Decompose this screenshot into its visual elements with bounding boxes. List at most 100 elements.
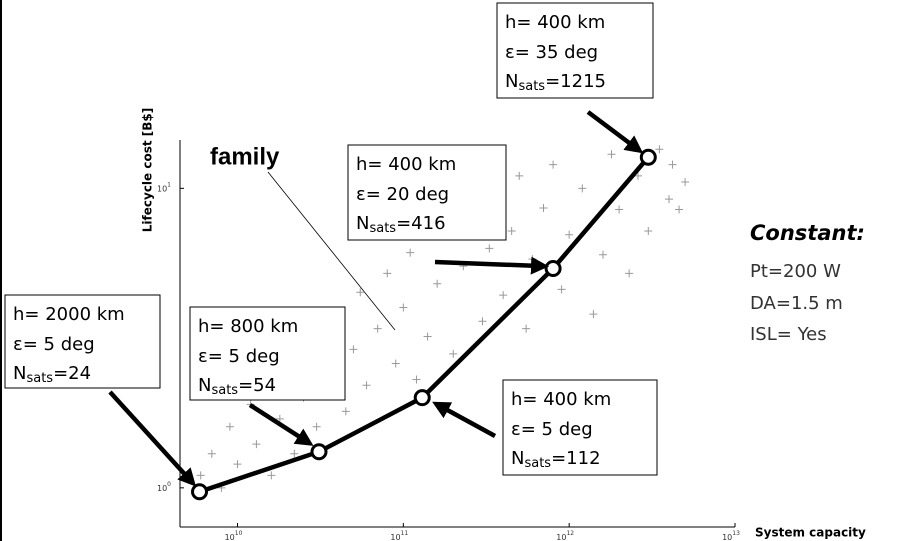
scatter-point xyxy=(625,269,634,278)
annotation-n: Nsats=54 xyxy=(198,375,276,398)
optimal-point xyxy=(639,148,657,166)
scatter-point xyxy=(423,332,432,341)
scatter-point xyxy=(373,324,382,333)
n-sub: sats xyxy=(211,383,238,398)
scatter-point xyxy=(485,244,494,253)
tick-exp: 10 xyxy=(235,530,243,537)
annotation-eps: ε= 5 deg xyxy=(13,334,95,355)
scatter-point xyxy=(557,285,566,294)
tick-exp: 11 xyxy=(401,530,409,537)
annotation-h: h= 2000 km xyxy=(13,304,125,325)
annotation-eps: ε= 35 deg xyxy=(505,42,598,63)
annotation-arrow xyxy=(432,401,497,438)
y-tick-label: 100 xyxy=(157,480,171,492)
tick-base: 10 xyxy=(157,184,167,193)
scatter-point xyxy=(633,171,642,180)
family-pointer xyxy=(267,171,396,331)
n-value: =54 xyxy=(238,375,276,396)
scatter-point xyxy=(233,460,242,469)
constants-title: Constant: xyxy=(750,221,865,245)
scatter-point xyxy=(252,440,261,449)
constant-line: ISL= Yes xyxy=(750,324,827,345)
annotation-n: Nsats=112 xyxy=(511,448,601,471)
scatter-point xyxy=(312,422,321,431)
scatter-point xyxy=(515,171,524,180)
optimal-point xyxy=(413,389,431,407)
tick-base: 10 xyxy=(722,533,732,541)
tick-base: 10 xyxy=(556,533,566,541)
tick-base: 10 xyxy=(157,483,167,492)
x-tick-label: 1010 xyxy=(225,530,243,541)
x-tick-label: 1013 xyxy=(722,530,740,541)
scatter-point xyxy=(681,177,690,186)
n-base: N xyxy=(505,71,518,92)
n-base: N xyxy=(13,363,26,384)
scatter-point xyxy=(607,150,616,159)
scatter-point xyxy=(391,359,400,368)
annotation-box xyxy=(502,379,658,476)
scatter-point xyxy=(499,291,508,300)
n-base: N xyxy=(356,213,369,234)
scatter-point xyxy=(522,324,531,333)
annotation-h: h= 400 km xyxy=(356,154,456,175)
n-value: =24 xyxy=(53,363,91,384)
annotation-n: Nsats=24 xyxy=(13,363,91,386)
scatter-point xyxy=(539,203,548,212)
scatter-point xyxy=(349,345,358,354)
scatter-point xyxy=(589,310,598,319)
scatter-point xyxy=(615,205,624,214)
n-value: =416 xyxy=(396,213,445,234)
scatter-point xyxy=(207,449,216,458)
x-axis-label: System capacity xyxy=(755,526,866,540)
scatter-point xyxy=(675,205,684,214)
n-value: =112 xyxy=(551,448,600,469)
annotation-eps: ε= 5 deg xyxy=(198,346,280,367)
scatter-point xyxy=(341,407,350,416)
x-tick-label: 1012 xyxy=(556,530,574,541)
n-base: N xyxy=(198,375,211,396)
n-sub: sats xyxy=(369,221,396,236)
annotation-box xyxy=(496,2,654,99)
annotation-arrow xyxy=(108,390,197,487)
tick-exp: 0 xyxy=(167,480,171,487)
annotation-n: Nsats=1215 xyxy=(505,71,606,94)
constant-line: DA=1.5 m xyxy=(750,293,843,314)
scatter-point xyxy=(478,317,487,326)
tick-base: 10 xyxy=(225,533,235,541)
scatter-point xyxy=(356,288,365,297)
n-sub: sats xyxy=(524,456,551,471)
scatter-point xyxy=(507,227,516,236)
scatter-point xyxy=(565,230,574,239)
scatter-point xyxy=(528,255,537,264)
annotation-arrow xyxy=(434,256,549,275)
y-axis-label: Lifecycle cost [B$] xyxy=(141,108,155,232)
annotation-eps: ε= 5 deg xyxy=(511,419,593,440)
scatter-point xyxy=(549,160,558,169)
scatter-point xyxy=(362,381,371,390)
scatter-point xyxy=(599,250,608,259)
tick-exp: 13 xyxy=(732,530,740,537)
annotation-box xyxy=(347,144,507,241)
scatter-point xyxy=(290,449,299,458)
scatter-point xyxy=(267,471,276,480)
annotation-arrow xyxy=(248,403,314,446)
n-sub: sats xyxy=(518,79,545,94)
optimal-point xyxy=(544,259,562,277)
n-base: N xyxy=(511,448,524,469)
scatter-point xyxy=(275,414,284,423)
scatter-point xyxy=(665,195,674,204)
scatter-point xyxy=(383,269,392,278)
scatter-point xyxy=(412,375,421,384)
y-tick-label: 101 xyxy=(157,181,171,193)
annotation-box xyxy=(4,294,161,389)
annotation-h: h= 800 km xyxy=(198,316,298,337)
constant-line: Pt=200 W xyxy=(750,261,841,282)
scatter-point xyxy=(644,227,653,236)
annotation-n: Nsats=416 xyxy=(356,213,446,236)
n-value: =1215 xyxy=(545,71,606,92)
family-label: family xyxy=(210,143,280,170)
scatter-point xyxy=(406,248,415,257)
scatter-point xyxy=(433,279,442,288)
tick-exp: 12 xyxy=(566,530,574,537)
